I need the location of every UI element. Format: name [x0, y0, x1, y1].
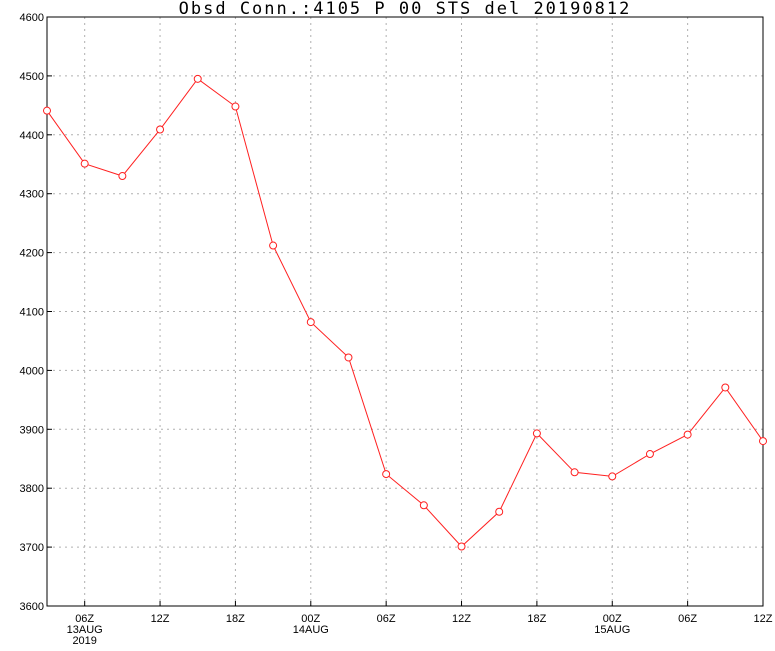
- y-tick-label: 4600: [20, 12, 44, 24]
- x-tick-label: 15AUG: [594, 624, 630, 636]
- data-point: [269, 241, 278, 250]
- chart-title: Obsd Conn.:4105 P 00 STS del 20190812: [179, 0, 632, 19]
- x-tick-label: 18Z: [226, 613, 245, 625]
- data-point: [382, 470, 391, 479]
- data-point: [532, 429, 541, 438]
- y-tick-label: 4000: [20, 365, 44, 377]
- plot-frame: [46, 16, 764, 607]
- y-tick-label: 4500: [20, 71, 44, 83]
- data-point: [344, 353, 353, 362]
- data-point: [457, 542, 466, 551]
- data-point: [759, 437, 767, 446]
- data-points: [43, 74, 767, 551]
- y-axis: 3600 3700 3800 3900 4000 4100 4200 4300 4400 4500…: [20, 12, 52, 613]
- data-point: [608, 472, 617, 481]
- x-tick-label: 06Z: [75, 613, 94, 625]
- y-tick-label: 4300: [20, 189, 44, 201]
- x-tick-label: 06Z: [678, 613, 697, 625]
- y-tick-label: 4100: [20, 307, 44, 319]
- data-point: [231, 102, 240, 111]
- grid-lines: [47, 17, 763, 606]
- x-tick-label: 13AUG: [67, 624, 103, 636]
- y-tick-label: 3800: [20, 483, 44, 495]
- x-tick-label: 12Z: [452, 613, 471, 625]
- x-tick-label: 06Z: [377, 613, 396, 625]
- x-tick-label: 00Z: [603, 613, 622, 625]
- x-tick-label: 14AUG: [293, 624, 329, 636]
- x-tick-label: 12Z: [151, 613, 170, 625]
- data-point: [645, 450, 654, 459]
- y-tick-label: 3600: [20, 601, 44, 613]
- x-tick-label: 2019: [72, 635, 96, 647]
- x-tick-label: 12Z: [754, 613, 773, 625]
- data-point: [156, 125, 165, 134]
- x-tick-label: 00Z: [301, 613, 320, 625]
- data-point: [495, 507, 504, 516]
- data-point: [721, 383, 730, 392]
- data-point: [419, 501, 428, 510]
- x-tick-label: 18Z: [527, 613, 546, 625]
- data-point: [193, 74, 202, 83]
- y-tick-label: 3700: [20, 542, 44, 554]
- data-point: [306, 318, 315, 327]
- y-tick-label: 4200: [20, 248, 44, 260]
- y-tick-label: 4400: [20, 130, 44, 142]
- data-point: [570, 468, 579, 477]
- y-tick-label: 3900: [20, 424, 44, 436]
- data-point: [683, 430, 692, 439]
- data-point: [118, 172, 127, 181]
- data-point: [43, 106, 51, 115]
- series-line: [46, 78, 764, 548]
- data-point: [80, 159, 89, 168]
